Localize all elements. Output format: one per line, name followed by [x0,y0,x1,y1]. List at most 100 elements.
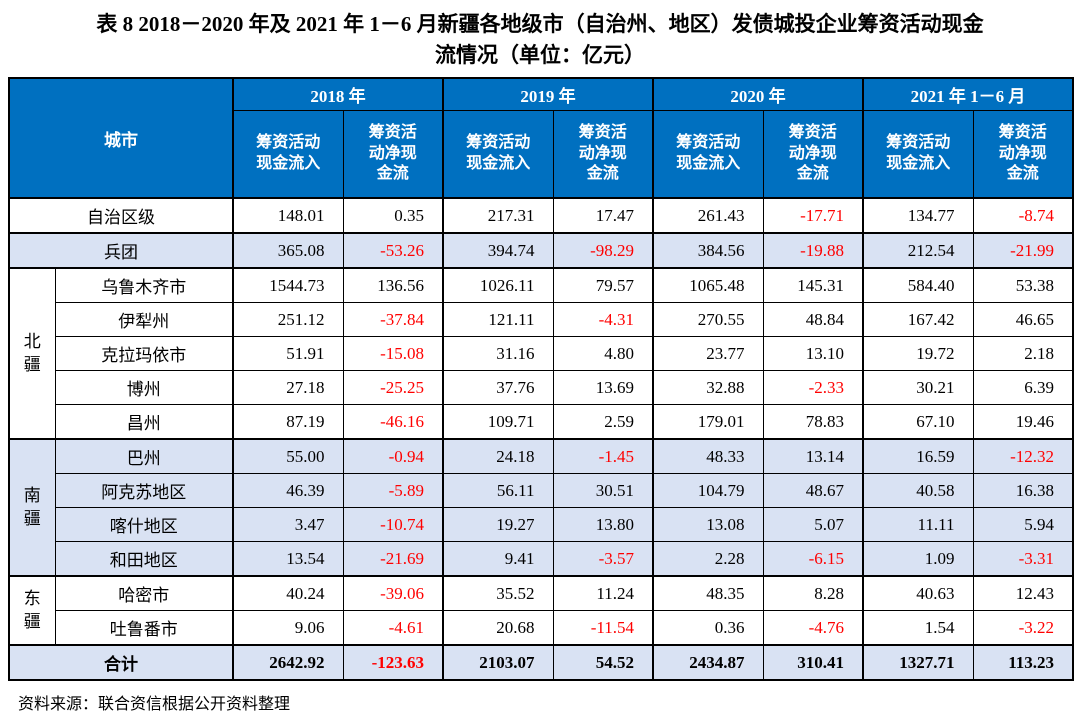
table-row: 昌州 87.19 -46.16 109.71 2.59 179.01 78.83 67.10 1… [9,404,1074,440]
value-cell: -6.15 [762,541,864,577]
value-cell: -17.71 [762,197,864,234]
value-cell: 48.33 [652,438,764,474]
value-cell: 310.41 [762,644,864,681]
value-cell: 270.55 [652,302,764,337]
value-cell: -2.33 [762,370,864,405]
value-cell: 17.47 [552,197,654,234]
subheader-2019-net: 筹资活 动净现 金流 [552,110,654,199]
value-cell: 23.77 [652,336,764,371]
city-name-cell: 兵团 [8,232,234,269]
region-group-cell: 北 疆 [8,267,56,440]
value-cell: -21.69 [342,541,444,577]
value-cell: 30.21 [862,370,974,405]
value-cell: 16.59 [862,438,974,474]
city-name-cell: 博州 [54,370,234,405]
value-cell: 2.59 [552,404,654,440]
year-header-2021: 2021 年 1－6 月 [862,77,1074,111]
table-row: 兵团 365.08 -53.26 394.74 -98.29 384.56 -19.88 21… [8,232,1074,269]
value-cell: 40.63 [862,575,974,611]
value-cell: 67.10 [862,404,974,440]
city-name-cell: 合计 [8,644,234,681]
table-row: 北 疆乌鲁木齐市 1544.73 136.56 1026.11 79.57 1065.48… [8,267,1074,440]
value-cell: -4.31 [552,302,654,337]
value-cell: -12.32 [972,438,1074,474]
value-cell: 2.28 [652,541,764,577]
city-name-cell: 伊犁州 [54,302,234,337]
city-name-cell: 和田地区 [54,541,234,577]
value-cell: 13.14 [762,438,864,474]
value-cell: 6.39 [972,370,1074,405]
table-row: 伊犁州 251.12 -37.84 121.11 -4.31 270.55 48.84 167… [9,302,1074,337]
value-cell: 9.41 [442,541,554,577]
value-cell: 1026.11 [442,267,554,303]
value-cell: 8.28 [762,575,864,611]
subheader-2018-net: 筹资活 动净现 金流 [342,110,444,199]
value-cell: 13.08 [652,507,764,542]
value-cell: 87.19 [232,404,344,440]
value-cell: 54.52 [552,644,654,681]
value-cell: 1.09 [862,541,974,577]
value-cell: 48.67 [762,473,864,508]
value-cell: 13.10 [762,336,864,371]
table-row: 自治区级 148.01 0.35 217.31 17.47 261.43 -17.71 134… [8,197,1074,234]
value-cell: 53.38 [972,267,1074,303]
value-cell: 9.06 [232,610,344,646]
value-cell: 27.18 [232,370,344,405]
value-cell: 384.56 [652,232,764,269]
city-column-header: 城市 [8,77,234,199]
value-cell: 5.07 [762,507,864,542]
subheader-row: 筹资活动 现金流入 筹资活 动净现 金流 筹资活动 现金流入 筹资活 动净现 金… [9,110,1074,199]
value-cell: -37.84 [342,302,444,337]
table-row: 和田地区 13.54 -21.69 9.41 -3.57 2.28 -6.15 1.09 -3.… [9,541,1074,577]
subheader-2019-inflow: 筹资活动 现金流入 [442,110,554,199]
value-cell: 78.83 [762,404,864,440]
value-cell: 12.43 [972,575,1074,611]
table-row: 博州 27.18 -25.25 37.76 13.69 32.88 -2.33 30.21 6.… [9,370,1074,405]
table-row: 吐鲁番市 9.06 -4.61 20.68 -11.54 0.36 -4.76 1.54 -3.… [9,610,1074,646]
value-cell: 2.18 [972,336,1074,371]
page: 表 8 2018－2020 年及 2021 年 1－6 月新疆各地级市（自治州、… [0,9,1080,714]
value-cell: 48.35 [652,575,764,611]
subheader-2020-inflow: 筹资活动 现金流入 [652,110,764,199]
value-cell: 30.51 [552,473,654,508]
value-cell: 35.52 [442,575,554,611]
value-cell: 212.54 [862,232,974,269]
value-cell: -21.99 [972,232,1074,269]
city-name-cell: 巴州 [54,438,234,474]
value-cell: 3.47 [232,507,344,542]
table-row: 阿克苏地区 46.39 -5.89 56.11 30.51 104.79 48.67 40.5… [9,473,1074,508]
table-row: 东 疆哈密市 40.24 -39.06 35.52 11.24 48.35 8.28 40.6… [8,575,1074,646]
value-cell: 46.39 [232,473,344,508]
value-cell: 24.18 [442,438,554,474]
value-cell: -123.63 [342,644,444,681]
total-row: 合计 2642.92 -123.63 2103.07 54.52 2434.87 310.4… [8,644,1074,681]
city-name-cell: 喀什地区 [54,507,234,542]
value-cell: 113.23 [972,644,1074,681]
value-cell: -11.54 [552,610,654,646]
value-cell: 19.27 [442,507,554,542]
value-cell: 251.12 [232,302,344,337]
value-cell: -98.29 [552,232,654,269]
value-cell: -25.25 [342,370,444,405]
financing-table: 城市 2018 年 2019 年 2020 年 2021 年 1－6 月 筹资活… [8,77,1074,681]
value-cell: 584.40 [862,267,974,303]
value-cell: -5.89 [342,473,444,508]
value-cell: -46.16 [342,404,444,440]
value-cell: -0.94 [342,438,444,474]
value-cell: 394.74 [442,232,554,269]
value-cell: 0.36 [652,610,764,646]
value-cell: 20.68 [442,610,554,646]
value-cell: 11.11 [862,507,974,542]
value-cell: -3.22 [972,610,1074,646]
value-cell: -8.74 [972,197,1074,234]
value-cell: 51.91 [232,336,344,371]
value-cell: 365.08 [232,232,344,269]
city-name-cell: 克拉玛依市 [54,336,234,371]
value-cell: 4.80 [552,336,654,371]
value-cell: 32.88 [652,370,764,405]
value-cell: 2103.07 [442,644,554,681]
year-header-2019: 2019 年 [442,77,654,111]
value-cell: 2434.87 [652,644,764,681]
value-cell: 31.16 [442,336,554,371]
value-cell: -39.06 [342,575,444,611]
